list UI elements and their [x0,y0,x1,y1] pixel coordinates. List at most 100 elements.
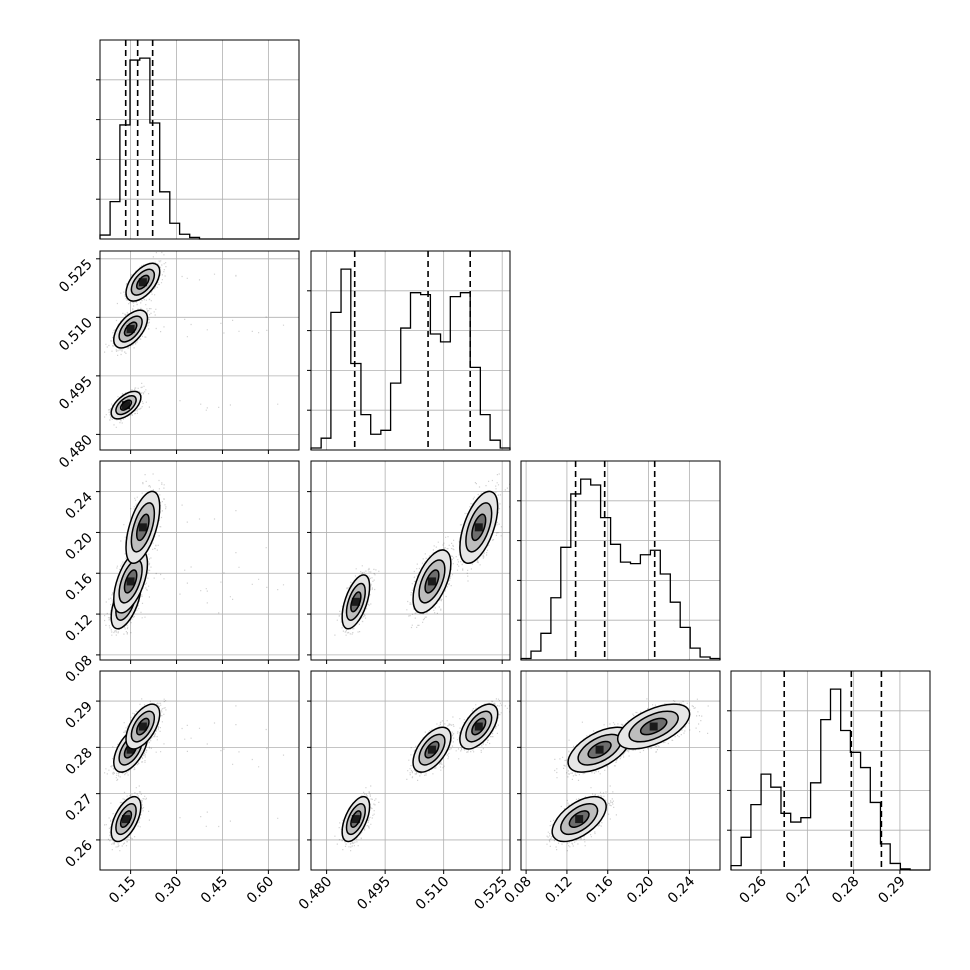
panel-frame [520,670,721,871]
x-tick-label: 0.27 [783,874,816,907]
x-tick-label: 0.29 [875,874,908,907]
density-panel-4-2: 0.480 0.495 0.510 0.525 [296,670,511,914]
histogram-steps [99,57,299,240]
contour-line [130,502,156,553]
contour-line [418,559,446,604]
density-peak [138,722,147,731]
contour-line [465,710,493,743]
y-tick-label: 0.27 [62,791,95,824]
hist-panel-2 [307,250,511,451]
density-peak [427,745,436,754]
density-peak [138,523,147,532]
x-tick-label: 0.26 [737,873,770,906]
contour-line [135,513,150,542]
density-peak [126,745,135,754]
contour-line [412,549,452,614]
contour-line [110,795,142,843]
contour-line [471,513,487,542]
contour-line [465,502,493,553]
panel-frame [99,460,300,661]
contour-line [424,740,440,759]
contour-line [115,395,137,416]
x-tick-label: 0.45 [198,874,231,907]
y-tick-label: 0.495 [56,373,96,413]
contour-line [135,717,150,736]
hist-panel-1 [96,39,300,240]
density-panel-2-1: 0.480 0.495 0.510 0.525 [56,250,300,472]
panel-frame [310,250,511,451]
x-tick-label: 0.08 [502,874,535,907]
density-content [334,698,510,852]
panel-frame [520,460,721,661]
contour-line [345,582,366,621]
y-tick-label: 0.08 [62,652,95,685]
hist-panel-4: 0.26 0.27 0.28 0.29 [727,670,931,907]
contour-line [551,795,607,843]
histogram-steps [310,268,511,450]
contour-line [628,710,679,743]
contour-line [110,390,142,420]
contour-line [418,733,446,766]
y-tick-label: 0.510 [56,315,96,355]
contour-line [135,274,150,290]
histogram-steps [520,478,721,660]
y-tick-label: 0.12 [62,612,95,645]
contour-line [350,810,362,828]
density-peak [474,523,483,532]
contour-line [471,717,487,736]
y-tick-label: 0.29 [62,699,95,732]
contour-line [125,703,161,750]
hist-panel-3 [517,460,721,661]
contour-line [341,574,371,630]
density-peak [595,745,604,754]
x-tick-label: 0.12 [542,874,575,907]
panel-frame [310,670,511,871]
density-content [334,473,510,636]
y-tick-label: 0.525 [56,256,96,296]
density-panel-4-1: 0.15 0.30 0.45 0.60 0.26 0.27 0.28 0.29 [62,670,300,907]
contour-line [118,315,143,343]
contour-line [113,309,149,349]
density-panel-3-1: 0.08 0.12 0.16 0.20 0.24 [62,460,300,686]
density-content [104,698,285,852]
y-tick-label: 0.24 [62,489,95,522]
contour-line [459,490,499,565]
x-tick-label: 0.30 [152,874,185,907]
density-peak [351,815,360,824]
density-peak [427,577,436,586]
contour-line [125,262,161,302]
density-content [546,698,709,852]
panel-frame [99,670,300,871]
y-tick-label: 0.20 [62,530,95,563]
contour-line [560,803,599,836]
contour-line [115,803,137,836]
density-peak [351,597,360,606]
density-peak [122,401,131,410]
density-peak [126,325,135,334]
x-tick-label: 0.495 [354,874,394,914]
panel-frame [730,670,931,871]
x-tick-label: 0.60 [244,874,277,907]
panel-frame [99,39,300,240]
x-tick-label: 0.16 [583,873,616,906]
contour-line [119,399,133,411]
contour-line [123,321,138,337]
x-tick-label: 0.480 [296,874,336,914]
x-tick-label: 0.28 [829,874,862,907]
density-peak [575,815,584,824]
y-tick-label: 0.26 [62,837,95,870]
panel-frame [99,250,300,451]
contour-line [130,710,156,743]
y-tick-label: 0.28 [62,745,95,778]
x-tick-label: 0.510 [413,874,453,914]
contour-line [345,803,366,836]
contour-line [639,717,668,736]
density-peak [474,722,483,731]
y-tick-label: 0.16 [62,571,95,604]
x-tick-label: 0.20 [624,874,657,907]
contour-line [341,795,371,843]
contour-line [587,740,612,759]
density-peak [122,815,131,824]
contour-line [568,810,590,828]
